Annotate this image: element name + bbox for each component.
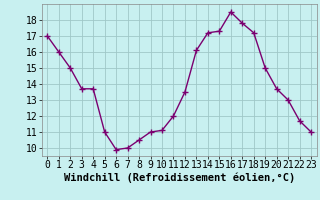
X-axis label: Windchill (Refroidissement éolien,°C): Windchill (Refroidissement éolien,°C) xyxy=(64,173,295,183)
